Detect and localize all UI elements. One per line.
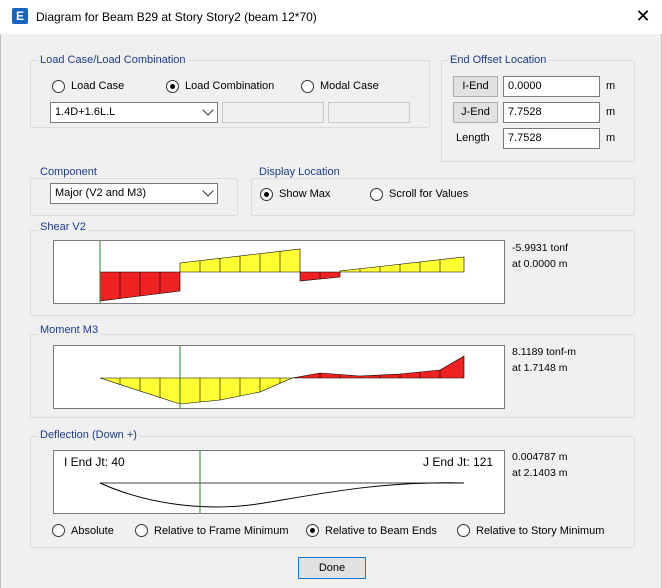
- load-combination-radio[interactable]: [166, 80, 179, 93]
- moment-max-value: 8.1189 tonf-m: [512, 346, 577, 358]
- load-case-group-label: Load Case/Load Combination: [38, 54, 188, 66]
- display-location-group-label: Display Location: [257, 166, 342, 178]
- component-group-label: Component: [38, 166, 99, 178]
- deflection-i-end-label: I End Jt: 40: [64, 455, 125, 469]
- app-icon: E: [12, 8, 28, 24]
- shear-fills: [99, 248, 465, 302]
- shear-max-location: at 0.0000 m: [512, 258, 568, 270]
- deflection-group: [30, 436, 635, 548]
- j-end-field[interactable]: 7.7528: [503, 102, 600, 123]
- i-end-unit: m: [606, 80, 616, 92]
- scroll-for-values-label: Scroll for Values: [389, 188, 469, 200]
- length-field: 7.7528: [503, 128, 600, 149]
- deflection-max-location: at 2.1403 m: [512, 467, 568, 479]
- relative-story-min-radio[interactable]: [457, 524, 470, 537]
- moment-diagram-svg: [99, 346, 465, 408]
- load-combination-label: Load Combination: [185, 80, 275, 92]
- shear-readout: -5.9931 tonf at 0.0000 m: [512, 240, 568, 272]
- window-title: Diagram for Beam B29 at Story Story2 (be…: [36, 10, 317, 24]
- shear-diagram: [53, 240, 505, 304]
- end-offset-group-label: End Offset Location: [448, 54, 549, 66]
- done-button[interactable]: Done: [298, 557, 366, 579]
- component-dropdown[interactable]: Major (V2 and M3): [50, 183, 218, 204]
- relative-story-min-label: Relative to Story Minimum: [476, 525, 605, 537]
- j-end-button[interactable]: J-End: [453, 102, 498, 123]
- i-end-field[interactable]: 0.0000: [503, 76, 600, 97]
- load-combination-value: 1.4D+1.6L.L: [55, 106, 116, 118]
- length-value: 7.7528: [508, 132, 542, 144]
- chevron-down-icon: [202, 185, 214, 197]
- disabled-field-2: [328, 102, 410, 123]
- i-end-value: 0.0000: [508, 80, 542, 92]
- relative-beam-ends-radio[interactable]: [306, 524, 319, 537]
- modal-case-radio[interactable]: [301, 80, 314, 93]
- modal-case-label: Modal Case: [320, 80, 379, 92]
- shear-max-value: -5.9931 tonf: [512, 242, 569, 254]
- load-case-group: [30, 60, 430, 128]
- relative-frame-min-label: Relative to Frame Minimum: [154, 525, 289, 537]
- j-end-unit: m: [606, 106, 616, 118]
- deflection-curve: [99, 482, 465, 508]
- load-case-radio[interactable]: [52, 80, 65, 93]
- shear-group-label: Shear V2: [38, 221, 88, 233]
- shear-hatch: [119, 251, 441, 298]
- i-end-button[interactable]: I-End: [453, 76, 498, 97]
- absolute-label: Absolute: [71, 525, 114, 537]
- deflection-diagram-svg: [99, 451, 465, 513]
- deflection-readout: 0.004787 m at 2.1403 m: [512, 449, 567, 481]
- absolute-radio[interactable]: [52, 524, 65, 537]
- moment-positive-region: [99, 377, 293, 405]
- chevron-down-icon: [202, 104, 214, 116]
- moment-readout: 8.1189 tonf-m at 1.7148 m: [512, 344, 576, 376]
- relative-beam-ends-label: Relative to Beam Ends: [325, 525, 437, 537]
- show-max-label: Show Max: [279, 188, 331, 200]
- moment-max-location: at 1.7148 m: [512, 362, 568, 374]
- load-combination-dropdown[interactable]: 1.4D+1.6L.L: [50, 102, 218, 123]
- load-case-label: Load Case: [71, 80, 125, 92]
- deflection-diagram: I End Jt: 40 J End Jt: 121: [53, 450, 505, 514]
- moment-group-label: Moment M3: [38, 324, 101, 336]
- title-bar: [0, 0, 662, 34]
- deflection-j-end-label: J End Jt: 121: [423, 455, 494, 469]
- shear-group: [30, 230, 635, 316]
- j-end-value: 7.7528: [508, 106, 542, 118]
- component-group: [30, 178, 238, 216]
- display-location-group: [251, 178, 635, 216]
- moment-negative-region: [291, 355, 465, 379]
- show-max-radio[interactable]: [260, 188, 273, 201]
- length-label: Length: [456, 132, 490, 144]
- close-icon[interactable]: ✕: [635, 6, 651, 26]
- shear-positive-region-2: [339, 256, 465, 273]
- moment-hatch: [119, 370, 441, 402]
- length-unit: m: [606, 132, 616, 144]
- moment-diagram: [53, 345, 505, 409]
- component-value: Major (V2 and M3): [55, 187, 147, 199]
- disabled-field-1: [222, 102, 324, 123]
- shear-diagram-svg: [99, 241, 465, 303]
- moment-group: [30, 334, 635, 418]
- deflection-group-label: Deflection (Down +): [38, 429, 139, 441]
- relative-frame-min-radio[interactable]: [135, 524, 148, 537]
- scroll-for-values-radio[interactable]: [370, 188, 383, 201]
- deflection-max-value: 0.004787 m: [512, 451, 568, 463]
